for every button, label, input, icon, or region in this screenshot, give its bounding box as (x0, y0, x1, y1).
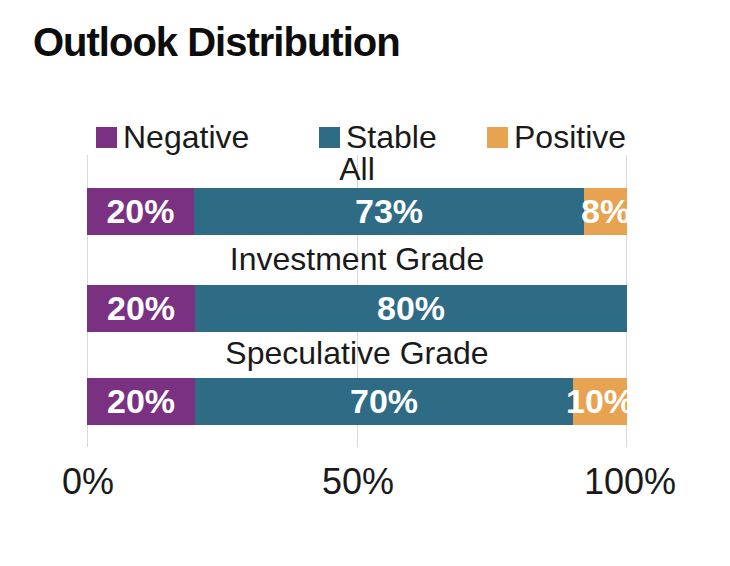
category-label-investment-grade: Investment Grade (87, 241, 627, 277)
bar-segment-sg-negative: 20% (87, 378, 195, 425)
bar-segment-value: 80% (377, 289, 445, 328)
bar-segment-value: 73% (355, 192, 423, 231)
bar-speculative-grade: 20% 70% 10% (87, 378, 627, 425)
bar-segment-value: 20% (106, 192, 174, 231)
bar-segment-value: 70% (350, 382, 418, 421)
bar-segment-value: 10% (566, 382, 634, 421)
x-axis-tick-label-100: 100% (584, 461, 676, 503)
legend-swatch-stable-icon (319, 127, 340, 148)
bar-segment-all-positive: 8% (584, 188, 627, 235)
legend-label-negative: Negative (123, 119, 249, 156)
x-axis-tick-label-0: 0% (62, 461, 114, 503)
plot-area: All 20% 73% 8% Investment Grade 20% 80% … (87, 155, 627, 447)
bar-investment-grade: 20% 80% (87, 285, 627, 332)
legend-label-stable: Stable (346, 119, 437, 156)
bar-segment-sg-stable: 70% (195, 378, 573, 425)
bar-segment-value: 20% (107, 382, 175, 421)
category-label-all: All (87, 151, 627, 187)
x-axis-tick-label-50: 50% (322, 461, 394, 503)
bar-segment-sg-positive: 10% (573, 378, 627, 425)
bar-segment-all-stable: 73% (194, 188, 584, 235)
legend-label-positive: Positive (514, 119, 626, 156)
bar-segment-value: 8% (581, 192, 630, 231)
bar-segment-ig-stable: 80% (195, 285, 627, 332)
bar-all: 20% 73% 8% (87, 188, 627, 235)
legend-swatch-negative-icon (96, 127, 117, 148)
bar-segment-all-negative: 20% (87, 188, 194, 235)
legend-item-negative: Negative (96, 119, 249, 155)
chart-title: Outlook Distribution (33, 20, 400, 65)
legend-item-stable: Stable (319, 119, 437, 155)
legend-item-positive: Positive (487, 119, 626, 155)
bar-segment-value: 20% (107, 289, 175, 328)
category-label-speculative-grade: Speculative Grade (87, 335, 627, 371)
bar-segment-ig-negative: 20% (87, 285, 195, 332)
legend-swatch-positive-icon (487, 127, 508, 148)
